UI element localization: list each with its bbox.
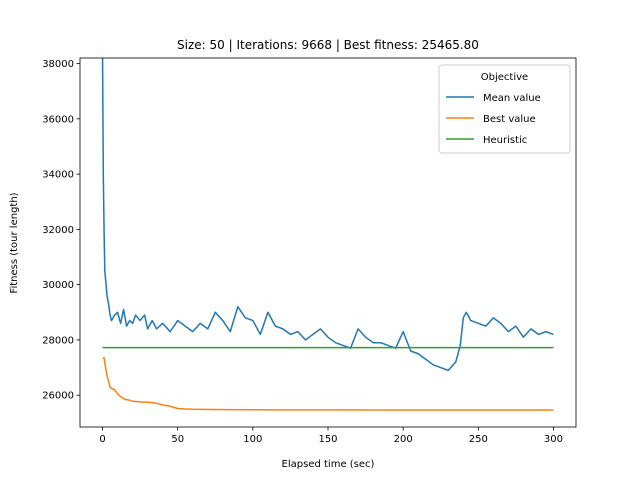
x-axis-label: Elapsed time (sec) bbox=[282, 459, 375, 470]
y-tick-label: 36000 bbox=[42, 114, 74, 125]
x-tick-label: 150 bbox=[318, 434, 337, 445]
x-tick-label: 100 bbox=[243, 434, 262, 445]
x-tick-label: 300 bbox=[544, 434, 563, 445]
y-tick-label: 34000 bbox=[42, 170, 74, 181]
y-axis-label: Fitness (tour length) bbox=[9, 192, 20, 293]
y-tick-label: 28000 bbox=[42, 335, 74, 346]
plot-frame bbox=[79, 57, 577, 428]
x-tick-label: 250 bbox=[469, 434, 488, 445]
legend-entries: Mean value Best value Heuristic bbox=[446, 93, 541, 146]
series-layer bbox=[101, 58, 554, 411]
series-line-mean-value bbox=[101, 58, 554, 372]
legend-label-heuristic: Heuristic bbox=[483, 135, 527, 146]
x-tick-label: 0 bbox=[99, 434, 105, 445]
y-tick-label: 30000 bbox=[42, 280, 74, 291]
x-tick-label: 50 bbox=[171, 434, 184, 445]
legend-label-mean-value: Mean value bbox=[483, 93, 541, 104]
x-tick-label: 200 bbox=[394, 434, 413, 445]
x-axis: 0 50 100 150 200 250 300 bbox=[99, 427, 563, 445]
y-tick-label: 26000 bbox=[42, 391, 74, 402]
y-tick-label: 38000 bbox=[42, 59, 74, 70]
legend: Objective Mean value Best value Heuristic bbox=[438, 64, 571, 154]
series-line-best-value bbox=[102, 357, 554, 411]
chart-title: Size: 50 | Iterations: 9668 | Best fitne… bbox=[177, 38, 479, 52]
legend-label-best-value: Best value bbox=[483, 114, 536, 125]
y-axis: 26000 28000 30000 32000 34000 36000 38000 bbox=[42, 59, 80, 402]
legend-box bbox=[438, 64, 571, 154]
legend-title: Objective bbox=[481, 72, 528, 83]
y-tick-label: 32000 bbox=[42, 225, 74, 236]
